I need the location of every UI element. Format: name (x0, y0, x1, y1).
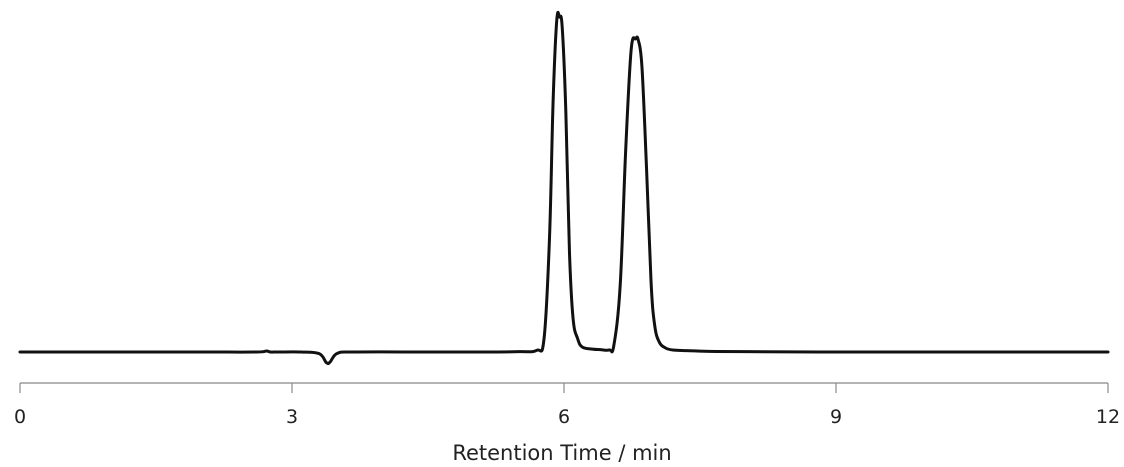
x-tick-label-0: 0 (14, 406, 26, 428)
x-tick-label-12: 12 (1096, 406, 1120, 428)
x-axis-title: Retention Time / min (452, 441, 671, 463)
x-axis: 0 3 6 9 12 (14, 382, 1120, 428)
plot-area (18, 10, 1110, 366)
x-tick-label-6: 6 (558, 406, 570, 428)
x-tick-label-3: 3 (286, 406, 298, 428)
x-tick-label-9: 9 (830, 406, 842, 428)
series-trace-0 (18, 10, 1110, 366)
